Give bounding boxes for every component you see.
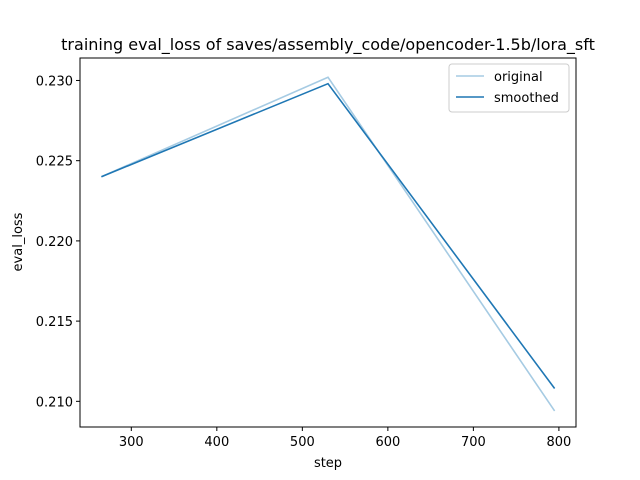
chart-title: training eval_loss of saves/assembly_cod… xyxy=(61,35,595,55)
axes-frame xyxy=(79,57,577,428)
x-tick-label: 400 xyxy=(204,435,229,450)
x-tick-label: 600 xyxy=(375,435,400,450)
legend-label-original: original xyxy=(494,70,543,85)
legend: original smoothed xyxy=(448,63,570,113)
y-axis: 0.210 0.215 0.220 0.225 0.230 xyxy=(36,74,80,410)
y-axis-label: eval_loss xyxy=(11,212,26,271)
x-tick-label: 800 xyxy=(546,435,571,450)
x-tick-label: 500 xyxy=(290,435,315,450)
y-tick-label: 0.230 xyxy=(36,74,73,89)
series-line-smoothed xyxy=(101,82,556,389)
y-tick-label: 0.225 xyxy=(36,155,73,170)
x-tick-label: 700 xyxy=(461,435,486,450)
y-tick-label: 0.210 xyxy=(36,395,73,410)
x-axis-label: step xyxy=(314,456,342,471)
y-tick-label: 0.215 xyxy=(36,315,73,330)
series-line-original xyxy=(101,76,556,412)
x-tick-label: 300 xyxy=(119,435,144,450)
legend-label-smoothed: smoothed xyxy=(494,91,559,106)
y-tick-label: 0.220 xyxy=(36,235,73,250)
x-axis: 300 400 500 600 700 800 xyxy=(119,427,571,450)
plot-area xyxy=(101,76,556,412)
